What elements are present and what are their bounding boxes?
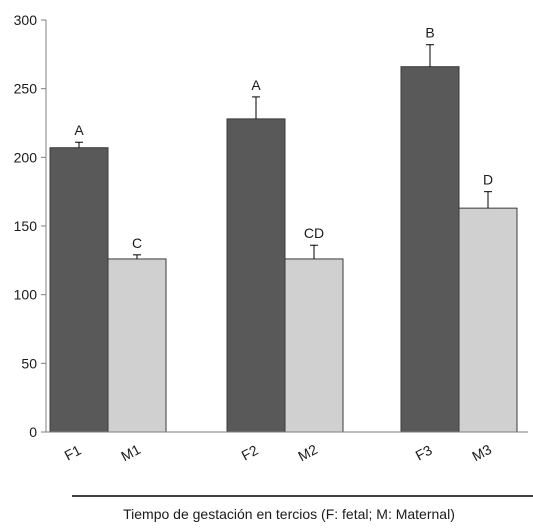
y-tick-label: 100 [14,287,38,303]
bar-m3 [458,207,518,433]
bars: A C A CD B D [49,25,518,433]
x-tick-label: F1 [62,442,84,464]
significance-letter: D [483,172,493,188]
x-tick-label: M1 [118,441,143,464]
x-axis: F1 M1 F2 M2 F3 M3 [46,431,528,464]
x-tick-label: M3 [469,441,494,464]
significance-letter: A [74,122,84,138]
bar-m2 [284,258,344,433]
significance-letter: CD [304,225,324,241]
x-tick-label: F2 [239,442,261,464]
y-tick-label: 300 [14,12,38,28]
bar-f2 [226,118,286,433]
y-tick-label: 0 [29,424,37,440]
significance-letter: B [425,25,434,41]
y-tick-label: 200 [14,149,38,165]
bar-f3 [400,66,460,433]
significance-letter: C [132,235,142,251]
y-tick-label: 250 [14,81,38,97]
y-axis: 0 50 100 150 200 250 300 [14,12,47,440]
x-tick-label: M2 [295,441,320,464]
x-tick-label: F3 [413,442,435,464]
bar-f1 [49,147,109,433]
y-tick-label: 50 [21,355,37,371]
significance-letter: A [251,77,261,93]
y-tick-label: 150 [14,218,38,234]
x-axis-title: Tiempo de gestación en tercios (F: fetal… [123,506,455,522]
bar-m1 [107,258,167,433]
